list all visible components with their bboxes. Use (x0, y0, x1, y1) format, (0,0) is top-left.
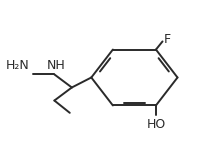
Text: NH: NH (47, 59, 65, 72)
Text: F: F (164, 33, 171, 46)
Text: HO: HO (146, 118, 165, 131)
Text: H₂N: H₂N (6, 59, 30, 72)
